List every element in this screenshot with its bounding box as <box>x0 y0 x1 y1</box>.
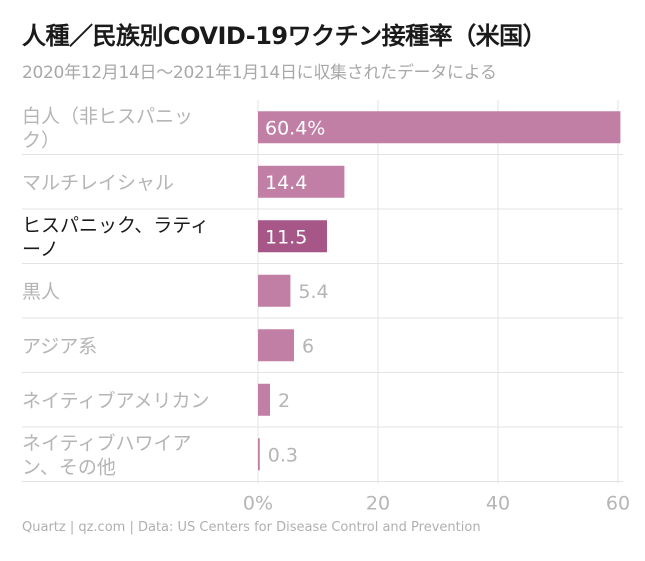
bar <box>258 220 327 253</box>
x-tick-label: 0% <box>243 493 273 515</box>
category-label: ネイティブハワイア <box>22 431 191 454</box>
bar <box>258 383 270 416</box>
category-label: ク） <box>22 129 60 151</box>
category-label: ネイティブアメリカン <box>22 389 210 412</box>
category-label: アジア系 <box>22 335 97 357</box>
bar <box>258 111 621 144</box>
category-label: ーノ <box>22 238 59 260</box>
x-tick-label: 20 <box>366 493 390 515</box>
value-label: 6 <box>302 335 314 357</box>
bar <box>258 329 294 362</box>
value-label: 14.4 <box>265 172 307 194</box>
bar <box>258 274 291 307</box>
category-label: ン、その他 <box>22 456 116 478</box>
chart-subtitle: 2020年12月14日〜2021年1月14日に収集されたデータによる <box>22 63 497 83</box>
bar <box>258 165 345 198</box>
value-label: 0.3 <box>268 444 298 466</box>
category-label: 黒人 <box>22 281 60 303</box>
category-label: ヒスパニック、ラティ <box>22 214 209 236</box>
source-note: Quartz | qz.com | Data: US Centers for D… <box>22 520 481 535</box>
value-label: 11.5 <box>265 226 307 248</box>
value-label: 5.4 <box>298 281 328 303</box>
value-label: 60.4% <box>265 117 325 139</box>
bar <box>258 438 260 471</box>
category-label: マルチレイシャル <box>22 172 174 194</box>
value-label: 2 <box>278 390 290 412</box>
category-label: 白人（非ヒスパニッ <box>22 105 193 127</box>
chart-title: 人種／民族別COVID-19ワクチン接種率（米国） <box>22 22 547 50</box>
x-tick-label: 40 <box>486 493 510 515</box>
x-tick-label: 60 <box>606 493 630 515</box>
